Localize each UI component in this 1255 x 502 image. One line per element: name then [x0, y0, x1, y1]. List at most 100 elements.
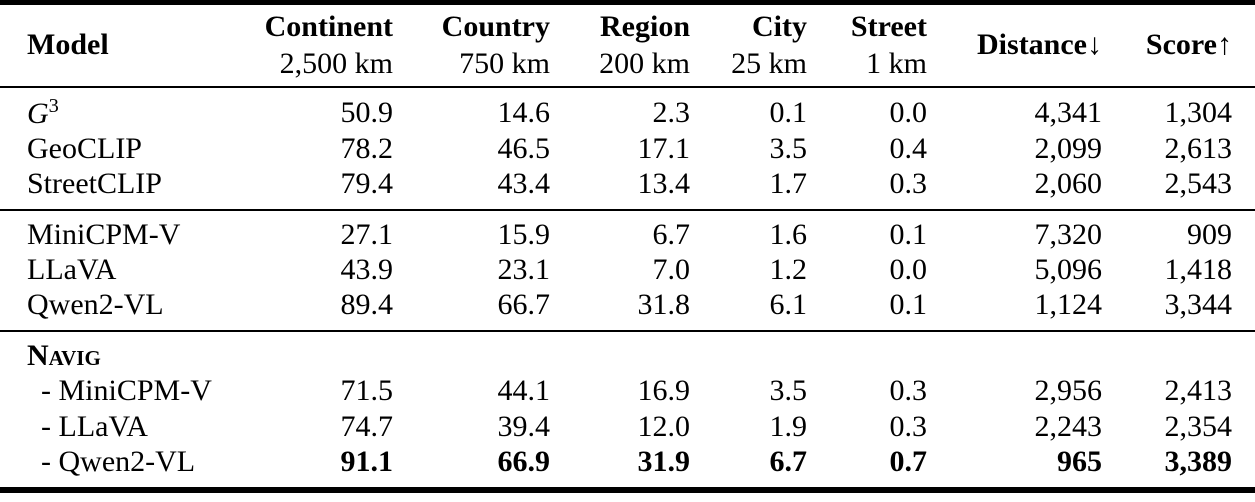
value-cell: 15.9	[497, 217, 551, 251]
value-cell: 2,243	[1034, 409, 1103, 443]
col-header-distance-label: Distance	[977, 28, 1087, 62]
value-cell: 43.9	[340, 252, 394, 286]
value-cell: 2,060	[1034, 166, 1103, 200]
group-specialist-models: G3 50.9 14.6 2.3 0.1 0.0 4,341 1,304 GeoCLIP 78.2…	[0, 87, 1255, 210]
value-cell: 17.1	[637, 131, 691, 165]
col-header-country-threshold: 750 km	[459, 47, 550, 81]
table-row: G3 50.9 14.6 2.3 0.1 0.0 4,341 1,304	[0, 87, 1255, 131]
table-row: StreetCLIP 79.4 43.4 13.4 1.7 0.3 2,060 2,543	[0, 167, 1255, 210]
col-header-region-label: Region	[600, 10, 690, 44]
value-cell: 7.0	[652, 252, 691, 286]
table-row: GeoCLIP 78.2 46.5 17.1 3.5 0.4 2,099 2,613	[0, 131, 1255, 167]
value-cell: 66.7	[497, 287, 551, 321]
table-row: LLaVA 43.9 23.1 7.0 1.2 0.0 5,096 1,418	[0, 252, 1255, 288]
model-cell: - MiniCPM-V	[41, 373, 212, 407]
value-cell: 31.8	[637, 287, 691, 321]
value-cell: 0.3	[889, 166, 928, 200]
value-cell: 3.5	[769, 131, 808, 165]
model-cell: GeoCLIP	[27, 131, 142, 165]
value-cell: 2,354	[1164, 409, 1233, 443]
value-cell: 7,320	[1034, 217, 1103, 251]
value-cell: 14.6	[497, 95, 551, 129]
value-cell: 1,418	[1164, 252, 1233, 286]
value-cell	[400, 331, 557, 373]
table-row: MiniCPM-V 27.1 15.9 6.7 1.6 0.1 7,320 909	[0, 210, 1255, 252]
value-cell: 2,413	[1164, 373, 1233, 407]
value-cell: 1,304	[1164, 95, 1233, 129]
value-cell: 23.1	[497, 252, 551, 286]
up-arrow-icon: ↑	[1217, 28, 1232, 62]
value-cell: 0.3	[889, 409, 928, 443]
value-cell: 0.0	[889, 252, 928, 286]
model-cell: StreetCLIP	[27, 166, 162, 200]
col-header-street: Street 1 km	[814, 3, 934, 87]
value-cell: 0.1	[769, 95, 808, 129]
value-cell: 66.9	[497, 444, 551, 478]
value-cell: 0.0	[889, 95, 928, 129]
value-cell	[557, 331, 697, 373]
model-cell: Navig	[27, 338, 101, 372]
value-cell: 79.4	[340, 166, 394, 200]
value-cell: 5,096	[1034, 252, 1103, 286]
value-cell: 78.2	[340, 131, 394, 165]
value-cell: 1,124	[1034, 287, 1103, 321]
col-header-region-threshold: 200 km	[599, 47, 690, 81]
value-cell	[1112, 331, 1255, 373]
col-header-model-label: Model	[27, 28, 109, 62]
table-row: - Qwen2-VL 91.1 66.9 31.9 6.7 0.7 965 3,389	[0, 445, 1255, 490]
model-cell: Qwen2-VL	[27, 287, 164, 321]
value-cell: 3.5	[769, 373, 808, 407]
down-arrow-icon: ↓	[1087, 28, 1102, 62]
col-header-street-label: Street	[850, 10, 927, 44]
table-header: Model Continent 2,500 km Country 750 km …	[0, 3, 1255, 87]
col-header-continent-label: Continent	[264, 10, 393, 44]
value-cell: 2,956	[1034, 373, 1103, 407]
model-cell: G3	[27, 94, 59, 130]
col-header-city-label: City	[752, 10, 807, 44]
group-navig: Navig - MiniCPM-V 71.5 44.1 16.9 3.5 0.3 2,956 2…	[0, 331, 1255, 490]
value-cell: 50.9	[340, 95, 394, 129]
model-cell: MiniCPM-V	[27, 217, 181, 251]
value-cell: 46.5	[497, 131, 551, 165]
value-cell: 4,341	[1034, 95, 1103, 129]
value-cell: 16.9	[637, 373, 691, 407]
value-cell: 3,389	[1164, 444, 1233, 478]
col-header-continent-threshold: 2,500 km	[279, 47, 393, 81]
value-cell: 39.4	[497, 409, 551, 443]
value-cell: 91.1	[340, 444, 394, 478]
col-header-distance: Distance↓	[934, 3, 1112, 87]
value-cell: 27.1	[340, 217, 394, 251]
value-cell: 0.7	[889, 444, 928, 478]
header-row: Model Continent 2,500 km Country 750 km …	[0, 3, 1255, 87]
value-cell: 2,543	[1164, 166, 1233, 200]
value-cell: 1.7	[769, 166, 808, 200]
value-cell: 3,344	[1164, 287, 1233, 321]
col-header-street-threshold: 1 km	[866, 47, 927, 81]
value-cell: 6.7	[652, 217, 691, 251]
col-header-region: Region 200 km	[557, 3, 697, 87]
table-row: Qwen2-VL 89.4 66.7 31.8 6.1 0.1 1,124 3,344	[0, 288, 1255, 331]
value-cell: 1.2	[769, 252, 808, 286]
value-cell	[814, 331, 934, 373]
value-cell: 2.3	[652, 95, 691, 129]
value-cell	[697, 331, 814, 373]
col-header-continent: Continent 2,500 km	[245, 3, 400, 87]
table-row: - LLaVA 74.7 39.4 12.0 1.9 0.3 2,243 2,354	[0, 409, 1255, 445]
col-header-model: Model	[0, 3, 245, 87]
value-cell: 44.1	[497, 373, 551, 407]
value-cell: 74.7	[340, 409, 394, 443]
table-row: Navig	[0, 331, 1255, 373]
value-cell: 31.9	[637, 444, 691, 478]
value-cell: 13.4	[637, 166, 691, 200]
value-cell: 0.1	[889, 217, 928, 251]
value-cell: 2,613	[1164, 131, 1233, 165]
model-cell: - Qwen2-VL	[41, 444, 196, 478]
value-cell	[245, 331, 400, 373]
value-cell: 2,099	[1034, 131, 1103, 165]
value-cell: 43.4	[497, 166, 551, 200]
value-cell: 965	[1057, 444, 1102, 478]
value-cell: 89.4	[340, 287, 394, 321]
value-cell: 0.3	[889, 373, 928, 407]
value-cell: 0.1	[889, 287, 928, 321]
